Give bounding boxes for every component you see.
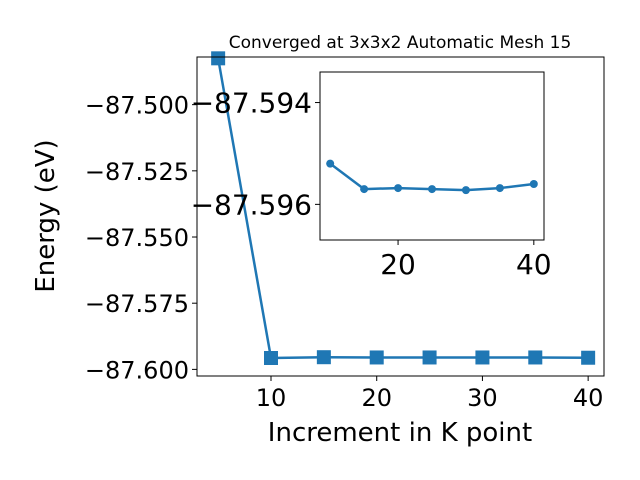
x-tick-label: 40	[573, 384, 604, 412]
data-point-20	[369, 350, 384, 365]
y-tick-label: −87.575	[85, 290, 189, 318]
data-point-25	[422, 350, 437, 365]
data-point-10	[264, 350, 278, 365]
plot-frame	[196, 56, 605, 377]
inset-data-point-40	[529, 180, 538, 188]
data-point-35	[528, 350, 543, 365]
inset-plot: 20 40 −87.596 −87.594	[191, 71, 552, 281]
y-axis-label: Energy (eV)	[31, 139, 61, 292]
main-plot: 10 20 30 40 −87.500 −87.525 −87.550 −87.575 −87.…	[85, 51, 605, 412]
chart-title: Converged at 3x3x2 Automatic Mesh 15	[229, 33, 572, 53]
data-point-30	[475, 350, 490, 365]
inset-data-point-10	[326, 159, 335, 168]
inset-y-tick-label: −87.594	[191, 87, 312, 120]
inset-data-point-25	[428, 185, 436, 194]
data-point-15	[316, 350, 331, 365]
x-axis-label: Increment in K point	[268, 418, 532, 448]
y-tick-label: −87.550	[85, 224, 189, 252]
inset-data-point-30	[461, 186, 470, 195]
x-tick-label: 20	[361, 384, 392, 412]
data-point-5	[211, 51, 226, 66]
series-line	[216, 58, 589, 360]
inset-plot-frame	[319, 71, 545, 241]
inset-plot-background	[320, 72, 544, 240]
data-point-40	[581, 350, 596, 365]
y-tick-label: −87.600	[85, 356, 189, 384]
x-tick-label: 10	[256, 384, 287, 412]
inset-data-point-35	[495, 184, 504, 193]
y-tick-label: −87.500	[85, 92, 189, 120]
inset-x-tick-label: 40	[516, 248, 552, 281]
inset-y-tick-label: −87.596	[191, 188, 312, 221]
x-tick-label: 30	[467, 384, 498, 412]
inset-x-tick-label: 20	[380, 248, 416, 281]
y-tick-label: −87.525	[85, 158, 189, 186]
inset-data-point-15	[360, 185, 369, 194]
inset-data-point-20	[394, 184, 403, 193]
